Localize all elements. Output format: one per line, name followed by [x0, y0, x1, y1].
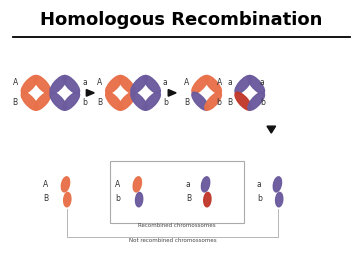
- Ellipse shape: [34, 92, 51, 110]
- Ellipse shape: [192, 76, 208, 94]
- Text: a: a: [163, 78, 168, 87]
- Text: Not recombined chromossomes: Not recombined chromossomes: [129, 238, 216, 243]
- Ellipse shape: [63, 76, 79, 94]
- Ellipse shape: [205, 76, 221, 94]
- Ellipse shape: [21, 92, 38, 110]
- Ellipse shape: [135, 192, 143, 207]
- Text: Recombined chromossomes: Recombined chromossomes: [138, 223, 216, 228]
- Ellipse shape: [192, 92, 208, 110]
- Text: b: b: [257, 194, 262, 203]
- Text: b: b: [82, 98, 87, 107]
- Text: A: A: [97, 78, 102, 87]
- Text: B: B: [43, 194, 48, 203]
- Ellipse shape: [144, 92, 160, 110]
- Ellipse shape: [144, 76, 160, 94]
- Text: a: a: [257, 180, 262, 189]
- Ellipse shape: [248, 92, 265, 110]
- Text: A: A: [43, 180, 49, 189]
- Text: B: B: [13, 98, 18, 107]
- Text: b: b: [115, 194, 120, 203]
- Text: a: a: [186, 180, 191, 189]
- Text: a: a: [228, 78, 232, 87]
- Ellipse shape: [131, 76, 147, 94]
- Ellipse shape: [21, 76, 38, 94]
- Ellipse shape: [106, 76, 122, 94]
- Text: A: A: [184, 78, 189, 87]
- Ellipse shape: [119, 92, 135, 110]
- Text: a: a: [82, 78, 87, 87]
- Text: B: B: [228, 98, 233, 107]
- Text: A: A: [217, 78, 222, 87]
- Text: Homologous Recombination: Homologous Recombination: [40, 11, 323, 29]
- Ellipse shape: [61, 177, 70, 192]
- Ellipse shape: [235, 92, 252, 110]
- Polygon shape: [168, 90, 176, 96]
- Text: A: A: [115, 180, 120, 189]
- Ellipse shape: [50, 76, 67, 94]
- Ellipse shape: [276, 192, 283, 207]
- Text: b: b: [260, 98, 265, 107]
- Text: B: B: [186, 194, 191, 203]
- Ellipse shape: [64, 192, 71, 207]
- Polygon shape: [86, 90, 94, 96]
- Ellipse shape: [34, 76, 51, 94]
- Ellipse shape: [248, 76, 265, 94]
- Text: B: B: [184, 98, 189, 107]
- Ellipse shape: [50, 92, 67, 110]
- Polygon shape: [267, 126, 276, 133]
- Text: A: A: [13, 78, 18, 87]
- Ellipse shape: [204, 192, 211, 207]
- Ellipse shape: [133, 177, 142, 192]
- Ellipse shape: [273, 177, 282, 192]
- Text: b: b: [217, 98, 221, 107]
- Text: B: B: [97, 98, 102, 107]
- Ellipse shape: [235, 76, 252, 94]
- Ellipse shape: [131, 92, 147, 110]
- Text: a: a: [260, 78, 265, 87]
- Ellipse shape: [119, 76, 135, 94]
- Ellipse shape: [201, 177, 210, 192]
- Ellipse shape: [63, 92, 79, 110]
- Text: b: b: [163, 98, 168, 107]
- Ellipse shape: [205, 92, 221, 110]
- Ellipse shape: [106, 92, 122, 110]
